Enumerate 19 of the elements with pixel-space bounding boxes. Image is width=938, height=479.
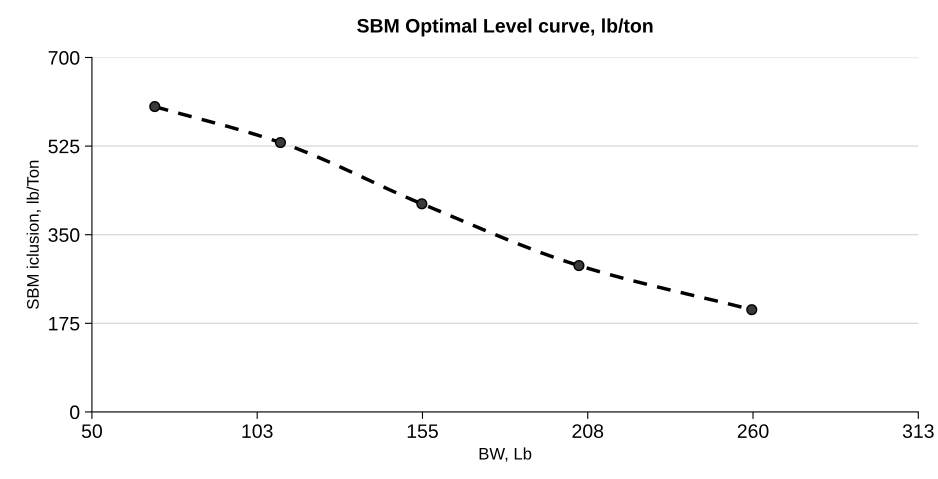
y-axis-title: SBM iclusion, lb/Ton [26, 160, 41, 309]
point [416, 198, 428, 210]
y-tick-label: 525 [48, 140, 80, 154]
y-tick-label: 0 [70, 405, 80, 420]
chart-title: SBM Optimal Level curve, lb/ton [357, 18, 652, 37]
point [274, 136, 286, 148]
y-tick-label: 350 [48, 228, 80, 242]
x-tick-label: 155 [408, 424, 438, 438]
x-tick-label: 50 [82, 424, 102, 438]
y-tick-label: 175 [49, 316, 80, 331]
x-tick-label: 313 [902, 424, 934, 438]
x-tick-label: 260 [738, 424, 768, 438]
x-tick-label: 208 [572, 424, 604, 438]
x-axis-title: BW, Lb [480, 447, 532, 462]
x-tick-label: 103 [242, 424, 273, 438]
y-tick-label: 700 [48, 50, 80, 65]
point [573, 260, 585, 272]
point [149, 101, 160, 112]
point [746, 304, 758, 316]
